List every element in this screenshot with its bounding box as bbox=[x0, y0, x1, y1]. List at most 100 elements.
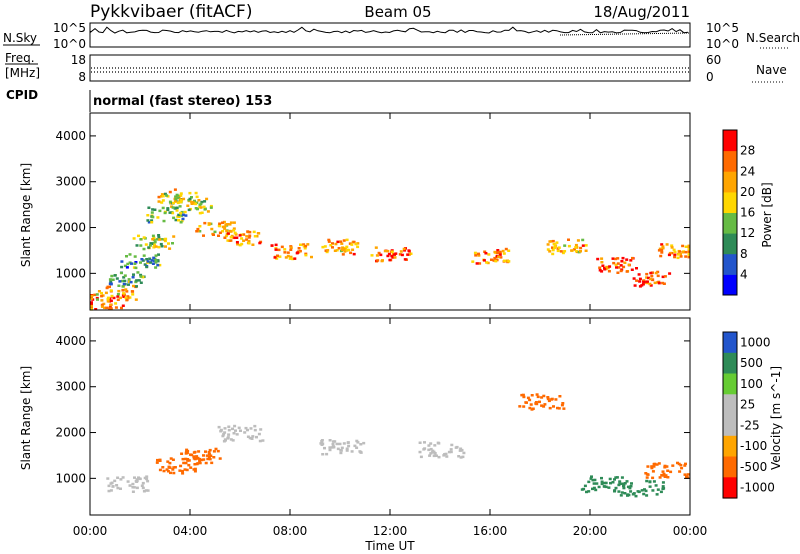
power-cell bbox=[277, 248, 281, 252]
power-cell bbox=[116, 295, 120, 298]
velocity-cell bbox=[600, 482, 604, 486]
velocity-cell bbox=[418, 450, 422, 454]
x-tick-label: 20:00 bbox=[573, 524, 608, 538]
power-cell bbox=[379, 253, 383, 257]
power-cell bbox=[289, 246, 293, 249]
power-cell bbox=[160, 238, 164, 241]
freq-label-line1: Freq. bbox=[5, 51, 35, 65]
velocity-cell bbox=[212, 456, 216, 459]
velocity-cell bbox=[169, 457, 173, 460]
power-cell bbox=[289, 248, 293, 251]
velocity-cell bbox=[658, 476, 662, 479]
power-cell bbox=[600, 257, 604, 260]
velocity-cell bbox=[609, 481, 612, 485]
velocity-cell bbox=[659, 490, 663, 494]
power-cell bbox=[128, 296, 132, 299]
velocity-cell bbox=[560, 403, 564, 407]
power-cell bbox=[157, 245, 161, 249]
velocity-cell bbox=[193, 463, 197, 466]
power-cell bbox=[687, 250, 691, 253]
velocity-cell bbox=[155, 461, 159, 464]
power-cell bbox=[122, 293, 126, 296]
power-cell bbox=[246, 230, 250, 233]
power-cell bbox=[135, 244, 139, 247]
velocity-cell bbox=[550, 398, 554, 401]
velocity-cell bbox=[529, 403, 533, 406]
velocity-cell bbox=[205, 454, 209, 457]
power-cell bbox=[199, 202, 203, 206]
velocity-cell bbox=[356, 441, 360, 444]
power-cell bbox=[670, 246, 674, 249]
velocity-cell bbox=[458, 449, 462, 452]
power-cell bbox=[163, 211, 167, 215]
velocity-cell bbox=[219, 429, 223, 433]
power-cell bbox=[180, 219, 184, 223]
y-tick-label: 3000 bbox=[55, 380, 86, 394]
power-cell bbox=[90, 301, 93, 304]
velocity-cell bbox=[556, 406, 559, 410]
power-cell bbox=[151, 215, 155, 219]
velocity-cell bbox=[193, 450, 197, 454]
power-cell bbox=[493, 256, 497, 260]
power-cell bbox=[137, 234, 140, 238]
power-cell bbox=[645, 272, 649, 276]
power-cell bbox=[394, 252, 398, 255]
velocity-cell bbox=[427, 444, 431, 447]
power-cell bbox=[619, 264, 623, 267]
power-cell bbox=[115, 277, 119, 280]
velocity-cell bbox=[223, 438, 227, 441]
power-cell bbox=[235, 241, 239, 244]
velocity-cell bbox=[521, 393, 525, 397]
power-cell bbox=[174, 195, 178, 198]
velocity-cell bbox=[328, 446, 332, 449]
power-cell bbox=[217, 234, 220, 237]
power-cell bbox=[651, 271, 654, 274]
power-cell bbox=[188, 191, 192, 195]
power-colorbar-swatch bbox=[723, 274, 737, 296]
power-cell bbox=[151, 208, 155, 211]
power-cell bbox=[670, 244, 674, 247]
power-cell bbox=[625, 270, 629, 273]
velocity-cell bbox=[460, 448, 464, 452]
power-colorbar-swatch bbox=[723, 253, 737, 275]
velocity-cell bbox=[183, 468, 187, 471]
x-tick-label: 00:00 bbox=[673, 524, 708, 538]
velocity-cell bbox=[231, 439, 235, 442]
velocity-cell bbox=[342, 442, 346, 445]
power-cell bbox=[549, 240, 553, 243]
velocity-colorbar-swatch bbox=[723, 415, 737, 437]
y-tick-label: 1000 bbox=[55, 266, 86, 280]
power-cell bbox=[376, 259, 380, 262]
power-cell bbox=[341, 253, 345, 256]
power-cell bbox=[579, 246, 583, 250]
power-cell bbox=[100, 291, 103, 295]
power-cell bbox=[172, 216, 176, 220]
power-cell bbox=[166, 208, 170, 212]
power-cell bbox=[121, 285, 125, 288]
velocity-cell bbox=[347, 444, 351, 448]
velocity-cell bbox=[604, 481, 608, 485]
velocity-cell bbox=[462, 451, 466, 455]
power-cell bbox=[548, 250, 552, 253]
velocity-cell bbox=[663, 466, 667, 469]
power-cell bbox=[168, 211, 172, 214]
power-cell bbox=[478, 262, 482, 265]
power-cell bbox=[120, 265, 124, 269]
power-cell bbox=[120, 260, 124, 263]
velocity-cell bbox=[422, 448, 426, 451]
power-cell bbox=[403, 249, 407, 252]
power-cell bbox=[173, 188, 177, 191]
power-cell bbox=[160, 245, 164, 248]
power-cell bbox=[229, 221, 233, 224]
velocity-cell bbox=[249, 427, 253, 430]
power-cell bbox=[574, 243, 578, 247]
power-cell bbox=[150, 219, 154, 222]
velocity-cell bbox=[195, 455, 199, 458]
power-cell bbox=[335, 249, 339, 252]
power-cell bbox=[662, 282, 666, 285]
power-cell bbox=[600, 261, 604, 264]
velocity-cell bbox=[223, 431, 227, 434]
power-cell bbox=[630, 268, 634, 271]
power-cell bbox=[175, 209, 179, 212]
power-cell bbox=[553, 246, 556, 250]
